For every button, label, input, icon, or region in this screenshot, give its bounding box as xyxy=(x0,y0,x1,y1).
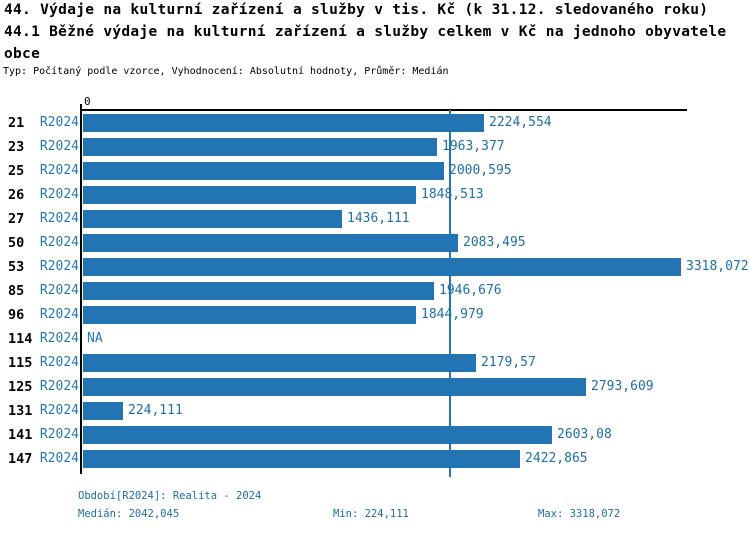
chart-row: 115 R2024 2179,57 xyxy=(0,354,750,372)
row-category-label: 147 xyxy=(8,451,33,467)
chart-row: 26 R2024 1848,513 xyxy=(0,186,750,204)
x-axis-line xyxy=(81,109,687,111)
chart-row: 96 R2024 1844,979 xyxy=(0,306,750,324)
bar xyxy=(83,210,342,228)
bar xyxy=(83,378,586,396)
chart-row: 50 R2024 2083,495 xyxy=(0,234,750,252)
row-series-label: R2024 xyxy=(39,139,79,154)
bar xyxy=(83,186,416,204)
bar xyxy=(83,282,434,300)
bar xyxy=(83,138,437,156)
median-line xyxy=(449,110,451,477)
bar-value-label: 1946,676 xyxy=(439,283,502,298)
row-category-label: 21 xyxy=(8,115,25,131)
chart-row: 125 R2024 2793,609 xyxy=(0,378,750,396)
chart-row: 131 R2024 224,111 xyxy=(0,402,750,420)
row-category-label: 23 xyxy=(8,139,25,155)
report-title-line3: obce xyxy=(4,46,41,62)
row-series-label: R2024 xyxy=(39,403,79,418)
chart-row: 21 R2024 2224,554 xyxy=(0,114,750,132)
row-series-label: R2024 xyxy=(39,379,79,394)
bar-na-label: NA xyxy=(87,331,103,346)
row-category-label: 27 xyxy=(8,211,25,227)
bar xyxy=(83,426,552,444)
bar-value-label: 2179,57 xyxy=(481,355,536,370)
row-series-label: R2024 xyxy=(39,211,79,226)
chart-row: 27 R2024 1436,111 xyxy=(0,210,750,228)
bar-value-label: 2793,609 xyxy=(591,379,654,394)
chart-row: 114 R2024 NA xyxy=(0,330,750,348)
row-category-label: 131 xyxy=(8,403,33,419)
median-stat: Medián: 2042,045 xyxy=(78,508,180,520)
min-stat: Min: 224,111 xyxy=(333,508,409,520)
row-category-label: 115 xyxy=(8,355,33,371)
row-series-label: R2024 xyxy=(39,115,79,130)
row-category-label: 96 xyxy=(8,307,25,323)
bar xyxy=(83,450,520,468)
row-series-label: R2024 xyxy=(39,259,79,274)
bar-value-label: 1844,979 xyxy=(421,307,484,322)
row-category-label: 141 xyxy=(8,427,33,443)
chart-row: 53 R2024 3318,072 xyxy=(0,258,750,276)
chart-row: 147 R2024 2422,865 xyxy=(0,450,750,468)
max-stat: Max: 3318,072 xyxy=(538,508,621,520)
y-axis-line xyxy=(80,104,82,474)
bar-value-label: 2422,865 xyxy=(525,451,588,466)
period-label: Období[R2024]: Realita - 2024 xyxy=(78,490,262,502)
bar-value-label: 1848,513 xyxy=(421,187,484,202)
report-subtitle: Typ: Počítaný podle vzorce, Vyhodnocení:… xyxy=(3,66,449,77)
chart-row: 141 R2024 2603,08 xyxy=(0,426,750,444)
row-series-label: R2024 xyxy=(39,331,79,346)
row-category-label: 50 xyxy=(8,235,25,251)
bar xyxy=(83,162,444,180)
report-title-line2: 44.1 Běžné výdaje na kulturní zařízení a… xyxy=(4,24,727,40)
row-category-label: 125 xyxy=(8,379,33,395)
bar xyxy=(83,234,458,252)
row-category-label: 114 xyxy=(8,331,33,347)
bar-value-label: 1963,377 xyxy=(442,139,505,154)
bar xyxy=(83,114,484,132)
axis-zero-tick-label: 0 xyxy=(84,95,91,108)
report-title-line1: 44. Výdaje na kulturní zařízení a služby… xyxy=(4,2,709,18)
row-series-label: R2024 xyxy=(39,187,79,202)
row-series-label: R2024 xyxy=(39,235,79,250)
bar-value-label: 2224,554 xyxy=(489,115,552,130)
row-category-label: 53 xyxy=(8,259,25,275)
chart-row: 85 R2024 1946,676 xyxy=(0,282,750,300)
row-series-label: R2024 xyxy=(39,307,79,322)
bar xyxy=(83,258,681,276)
bar-value-label: 1436,111 xyxy=(347,211,410,226)
bar-value-label: 224,111 xyxy=(128,403,183,418)
row-series-label: R2024 xyxy=(39,451,79,466)
row-series-label: R2024 xyxy=(39,283,79,298)
bar-value-label: 3318,072 xyxy=(686,259,749,274)
bar xyxy=(83,354,476,372)
row-series-label: R2024 xyxy=(39,163,79,178)
bar-value-label: 2000,595 xyxy=(449,163,512,178)
row-series-label: R2024 xyxy=(39,355,79,370)
row-category-label: 26 xyxy=(8,187,25,203)
row-category-label: 25 xyxy=(8,163,25,179)
row-series-label: R2024 xyxy=(39,427,79,442)
bar-value-label: 2603,08 xyxy=(557,427,612,442)
bar-value-label: 2083,495 xyxy=(463,235,526,250)
bar xyxy=(83,402,123,420)
bar xyxy=(83,306,416,324)
row-category-label: 85 xyxy=(8,283,25,299)
chart-row: 25 R2024 2000,595 xyxy=(0,162,750,180)
chart-row: 23 R2024 1963,377 xyxy=(0,138,750,156)
